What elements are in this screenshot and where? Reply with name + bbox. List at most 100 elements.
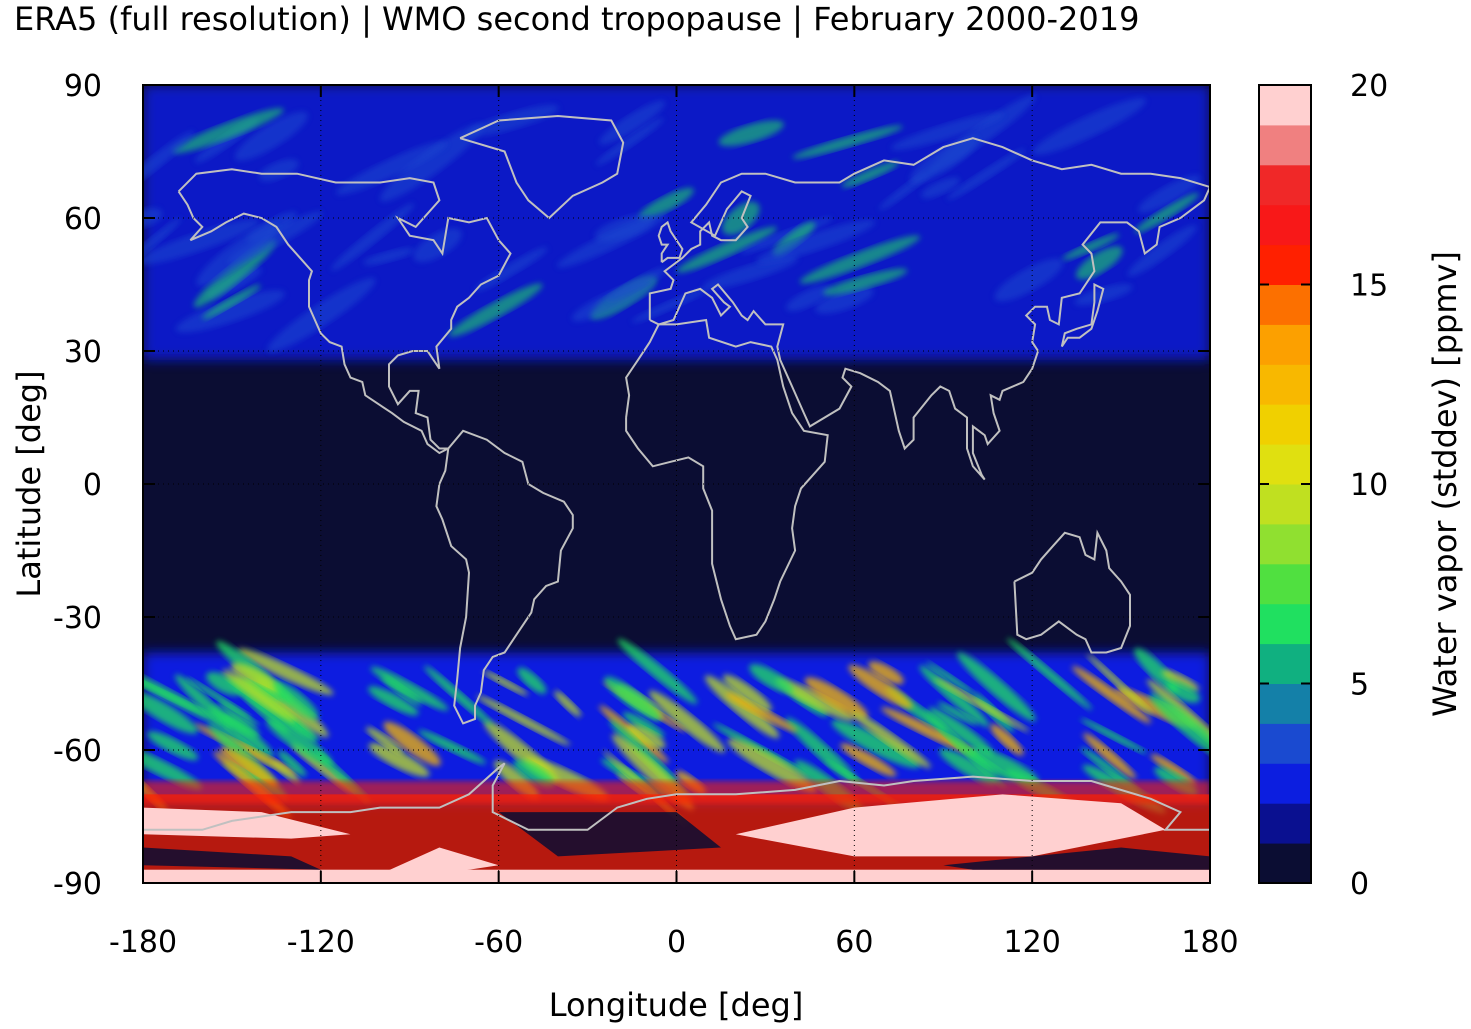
- south-streak: [1007, 638, 1093, 710]
- north-streak: [841, 161, 899, 188]
- south-streak: [840, 743, 897, 777]
- south-streak: [1072, 665, 1152, 724]
- colorbar-step: [1259, 244, 1311, 285]
- south-streak: [370, 666, 449, 711]
- coastline-south-america: [435, 429, 574, 725]
- colorbar-axis: 0 5 10 15 20: [1259, 69, 1388, 902]
- south-streak: [383, 721, 441, 766]
- water-vapor-field: [143, 85, 1210, 883]
- ross-dark: [143, 847, 321, 870]
- colorbar-tick-label: 5: [1350, 668, 1369, 703]
- north-streak: [799, 235, 921, 284]
- south-streak: [513, 759, 555, 787]
- north-streak: [379, 123, 484, 202]
- north-streak: [815, 286, 874, 314]
- colorbar-step: [1259, 164, 1311, 206]
- x-tick-label: 180: [1181, 925, 1238, 960]
- south-streak: [937, 702, 978, 726]
- x-axis: -180 -120 -60 0 60 120 180: [109, 85, 1239, 960]
- weddell-dark: [498, 812, 721, 857]
- coastlines: [143, 114, 1210, 831]
- colorbar-step: [1259, 324, 1311, 365]
- colorbar-step: [1259, 364, 1311, 405]
- south-streak: [722, 674, 772, 712]
- coastline-antarctica: [143, 762, 1210, 831]
- y-axis-title: Latitude [deg]: [10, 370, 48, 597]
- south-streak: [368, 742, 430, 777]
- south-streak: [775, 678, 855, 721]
- north-streak: [1062, 233, 1120, 260]
- colorbar-tick-label: 0: [1350, 867, 1369, 902]
- colorbar-step: [1259, 683, 1311, 724]
- south-streak: [831, 720, 920, 769]
- south-streak: [626, 724, 666, 749]
- south-streak: [604, 676, 662, 721]
- north-streak: [891, 112, 1004, 150]
- colorbar-step: [1259, 843, 1311, 884]
- north-streak: [1074, 283, 1133, 306]
- south-streak: [1080, 718, 1148, 754]
- colorbar-step: [1259, 563, 1311, 605]
- coastline-north-america: [177, 168, 512, 455]
- north-streak: [1032, 98, 1147, 155]
- south-streak: [804, 677, 869, 719]
- south-streak: [222, 669, 296, 722]
- north-streak: [331, 203, 415, 271]
- north-streak: [336, 141, 447, 195]
- north-streak: [267, 277, 376, 353]
- south-streak: [206, 671, 243, 696]
- x-axis-title: Longitude [deg]: [549, 986, 804, 1024]
- x-tick-label: 120: [1004, 925, 1061, 960]
- colorbar: [1259, 85, 1311, 884]
- south-streak: [143, 746, 203, 790]
- coastline-uk: [657, 220, 684, 264]
- south-streak: [1086, 654, 1154, 716]
- polar-dark: [943, 847, 1210, 870]
- south-streak: [848, 664, 913, 709]
- south-streak: [851, 711, 931, 769]
- y-axis: 90 60 30 0 -30 -60 -90: [53, 69, 1210, 902]
- north-streak: [786, 285, 832, 312]
- coastline-eurasia: [648, 137, 1210, 481]
- north-streak: [1075, 246, 1123, 280]
- north-streak: [1134, 192, 1199, 234]
- colorbar-step: [1259, 284, 1311, 325]
- south-streak: [939, 748, 998, 785]
- north-streak: [947, 148, 1026, 200]
- south-streak: [933, 677, 1030, 732]
- south-streak: [926, 661, 976, 696]
- north-streak: [172, 108, 284, 154]
- south-streak: [209, 705, 274, 758]
- y-tick-label: 30: [64, 335, 102, 370]
- colorbar-tick-label: 15: [1350, 269, 1388, 304]
- coastline-japan: [1060, 282, 1105, 348]
- south-streak: [725, 692, 798, 733]
- south-streak: [868, 661, 904, 685]
- south-streak: [147, 731, 199, 761]
- south-streak: [418, 730, 487, 765]
- y-tick-label: -60: [53, 734, 102, 769]
- north-streak: [676, 226, 777, 273]
- south-streak: [1080, 747, 1140, 792]
- north-streak: [718, 120, 784, 147]
- ross-region: [143, 807, 351, 839]
- south-streak: [186, 677, 252, 719]
- colorbar-step: [1259, 603, 1311, 645]
- x-tick-label: -60: [474, 925, 523, 960]
- north-streak: [1138, 175, 1201, 213]
- north-streak: [202, 284, 261, 320]
- south-streak: [237, 648, 334, 696]
- colorbar-step: [1259, 523, 1311, 565]
- south-streak: [957, 652, 1036, 722]
- south-streak: [270, 760, 301, 784]
- north-streak: [599, 100, 666, 145]
- south-streak: [923, 710, 1007, 788]
- north-streak: [909, 135, 978, 184]
- x-tick-label: 60: [835, 925, 873, 960]
- y-tick-label: 90: [64, 69, 102, 104]
- south-streak: [704, 675, 780, 739]
- colorbar-step: [1259, 643, 1311, 684]
- south-streak: [476, 695, 571, 746]
- south-streak: [928, 707, 994, 756]
- south-streak: [727, 738, 817, 793]
